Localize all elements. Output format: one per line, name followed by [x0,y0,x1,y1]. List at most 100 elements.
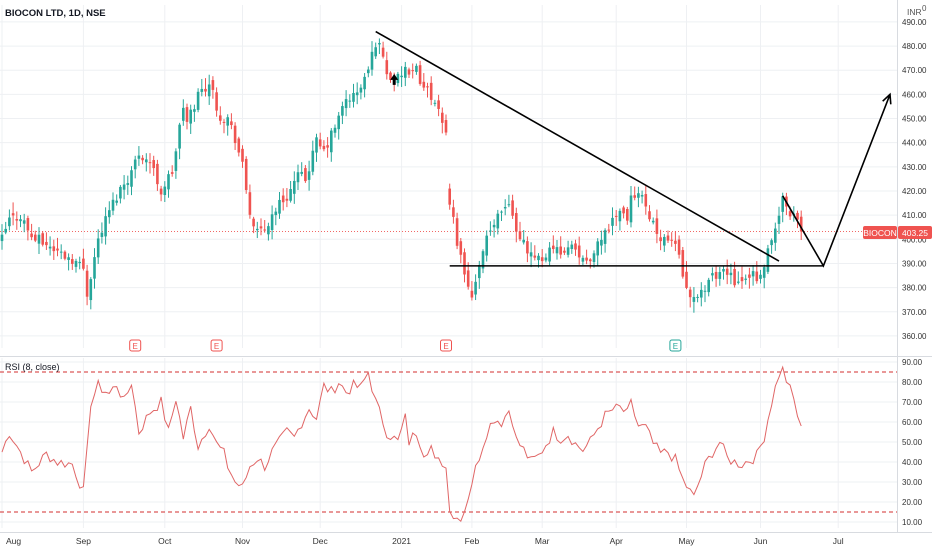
candle-body [152,160,155,169]
candle-body [688,289,692,298]
candle-body [729,272,733,276]
candle-body [489,230,492,232]
price-tick-label: 390.00 [902,259,927,268]
candle-body [429,82,433,100]
candle-body [59,251,63,253]
candle-body [267,226,270,235]
rsi-line [1,365,802,523]
currency-label[interactable]: INR [907,7,922,17]
candle-body [474,281,477,295]
candle-body [455,218,459,246]
candle-body [130,170,133,187]
earnings-marker [129,339,142,352]
candle-body [592,253,596,262]
candle-body [574,243,577,250]
candle-body [222,121,226,123]
candle-body [200,88,204,92]
rsi-tick-label: 90.00 [902,358,923,367]
price-tick-label: 480.00 [902,42,927,51]
candle-body [189,109,192,124]
candle-body [400,75,403,78]
candle-body [633,195,636,198]
time-tick-label: Sep [76,536,91,546]
candle-body [263,229,266,231]
earnings-marker [210,339,223,352]
candle-body [22,220,26,224]
projection-path [782,94,891,268]
candle-body [552,245,555,250]
candle-body [799,216,803,232]
candle-body [67,257,70,260]
candle-body [15,218,19,221]
rsi-levels [0,371,897,513]
candle-body [45,241,48,246]
candle-body [611,217,614,226]
candle-body [300,171,303,174]
rsi-tick-label: 10.00 [902,518,923,527]
price-candles [0,38,803,313]
candle-body [237,138,241,153]
earnings-marker-label: E [673,342,678,351]
price-tick-label: 420.00 [902,187,927,196]
candle-body [359,87,363,93]
candle-body [381,47,385,57]
time-tick-label: Aug [6,536,21,546]
candle-body [448,188,451,205]
candle-body [452,207,455,217]
time-tick-label: Dec [313,536,329,546]
candle-body [589,259,592,262]
candle-body [326,145,329,148]
rsi-axis: 10.00 20.00 30.00 40.00 50.00 60.00 70.00 80.00… [902,358,923,527]
candle-body [104,216,107,237]
price-tick-label: 460.00 [902,90,927,99]
cursor-arrow-icon [390,73,399,85]
candle-body [777,215,781,224]
candle-body [259,226,263,229]
candle-body [496,213,500,229]
candle-body [596,241,599,256]
candle-body [56,248,59,251]
candle-body [396,73,400,84]
candle-body [511,200,514,216]
candle-body [145,159,148,163]
candle-body [648,211,651,220]
candle-body [19,219,22,222]
candle-body [407,69,411,75]
candle-body [725,268,729,275]
candle-body [492,224,496,228]
candle-body [418,65,422,84]
candle-body [744,278,747,280]
candle-body [666,235,670,241]
candle-body [714,271,718,279]
candle-body [614,215,618,217]
candle-body [618,210,622,222]
candle-body [566,247,570,255]
candle-body [674,240,677,244]
candle-body [515,213,518,232]
candle-body [385,60,389,75]
candle-body [344,99,348,109]
trend-drawings [375,30,892,268]
candle-body [529,252,533,257]
candle-body [640,195,644,197]
candle-body [204,88,207,92]
candle-body [411,70,414,72]
candle-body [71,259,74,264]
candle-body [137,155,141,159]
candle-body [367,69,370,74]
candle-body [481,251,485,269]
candle-body [100,232,104,237]
candle-body [148,162,152,164]
candle-body [378,42,381,45]
candle-body [126,183,130,185]
candle-body [622,207,625,214]
candle-body [41,233,44,245]
candle-body [363,76,366,90]
candle-body [248,192,252,215]
candle-body [63,251,67,259]
candle-body [681,250,685,277]
candle-body [685,271,688,288]
candle-body [111,199,115,211]
candle-body [89,279,93,301]
